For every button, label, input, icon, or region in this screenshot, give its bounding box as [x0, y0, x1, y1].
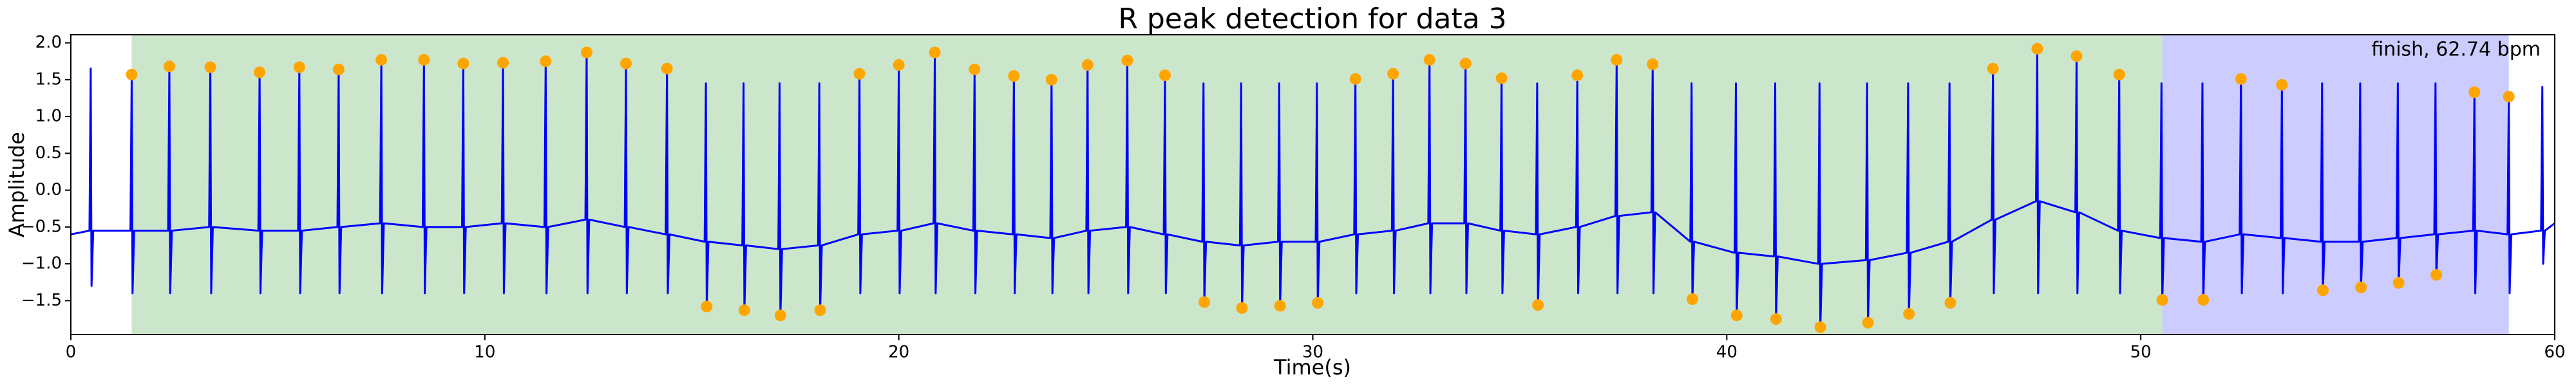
y-tick-label: 0.5 [35, 143, 62, 163]
y-tick-label: −1.0 [21, 254, 62, 273]
highlight-span [131, 35, 2163, 335]
r-peak [375, 53, 388, 66]
chart-title: R peak detection for data 3 [1118, 3, 1506, 35]
r-peak [1274, 300, 1286, 312]
r-peak [2355, 281, 2367, 293]
r-peak [1045, 73, 1057, 86]
r-peak [1236, 302, 1248, 314]
r-peak [2317, 284, 2329, 297]
r-peak [893, 59, 905, 71]
r-peak [929, 46, 941, 59]
x-axis-label: Time(s) [1273, 355, 1351, 380]
r-peak [1081, 59, 1094, 71]
r-peak [1571, 69, 1584, 81]
x-tick-label: 20 [888, 343, 909, 362]
r-peak [701, 300, 713, 313]
r-peak [1349, 73, 1361, 85]
signal-line [70, 48, 2555, 329]
y-tick-label: 0.0 [35, 180, 62, 199]
r-peak [1495, 72, 1508, 84]
x-tick-label: 60 [2544, 343, 2565, 362]
r-peak [254, 66, 266, 78]
x-tick-label: 50 [2130, 343, 2152, 362]
r-peak [1987, 62, 1999, 75]
y-tick-label: −0.5 [21, 217, 62, 236]
r-peak [1198, 296, 1211, 308]
r-peak [1814, 321, 1826, 333]
r-peak [620, 57, 632, 69]
x-tick-label: 10 [474, 343, 495, 362]
r-peak [1312, 297, 1324, 309]
y-tick-label: −1.5 [21, 291, 62, 310]
y-tick-label: 1.0 [35, 107, 62, 126]
ticks: 0 10 20 30 40 50 60 −1.5 −1.0 −0.5 0.0 0.5 1.0 1.5 2.0 [21, 33, 2566, 362]
r-peak [1862, 317, 1874, 329]
marks [70, 42, 2555, 333]
x-tick-label: 0 [66, 343, 77, 362]
highlight-span [2162, 35, 2509, 335]
r-peak [2235, 73, 2247, 85]
spans [131, 35, 2509, 335]
r-peak [1686, 293, 1698, 306]
r-peak [2031, 42, 2043, 55]
r-peak [661, 62, 673, 75]
r-peak [540, 55, 552, 68]
r-peak [2276, 78, 2288, 91]
r-peak [2503, 91, 2515, 103]
y-tick-label: 1.5 [35, 69, 62, 89]
r-peak [497, 57, 509, 69]
r-peak [1647, 58, 1659, 70]
r-peak [2070, 50, 2083, 62]
r-peak [418, 53, 430, 66]
r-peak [2468, 86, 2481, 98]
r-peak [1387, 68, 1399, 80]
r-peak [457, 57, 469, 69]
r-peak [2156, 294, 2168, 306]
r-peak [332, 63, 345, 75]
r-peak [1121, 55, 1133, 67]
r-peak [1159, 69, 1171, 81]
r-peak [1532, 299, 1544, 311]
r-peak [2392, 277, 2405, 289]
r-peak [774, 309, 786, 322]
r-peak [853, 68, 866, 80]
x-tick-label: 30 [1302, 343, 1323, 362]
r-peak [1008, 70, 1020, 82]
r-peak [1611, 53, 1623, 66]
r-peak [126, 68, 138, 80]
r-peak [2113, 68, 2125, 80]
r-peak [1730, 309, 1743, 322]
x-tick-label: 40 [1716, 343, 1738, 362]
r-peak [2430, 269, 2443, 281]
r-peak [1903, 308, 1915, 320]
r-peak [1770, 313, 1782, 325]
r-peak [1423, 53, 1435, 66]
r-peak [814, 304, 826, 317]
annotation: finish, 62.74 bpm [2371, 39, 2541, 61]
r-peak [2197, 294, 2210, 306]
r-peak [969, 63, 981, 75]
r-peak [293, 61, 305, 73]
r-peak [738, 304, 750, 317]
r-peak [1944, 297, 1956, 309]
y-tick-label: 2.0 [35, 33, 62, 52]
r-peak [580, 46, 592, 59]
r-peak [1459, 57, 1472, 69]
r-peak [163, 60, 175, 73]
y-axis-label: Amplitude [5, 132, 29, 237]
r-peak [204, 61, 216, 73]
